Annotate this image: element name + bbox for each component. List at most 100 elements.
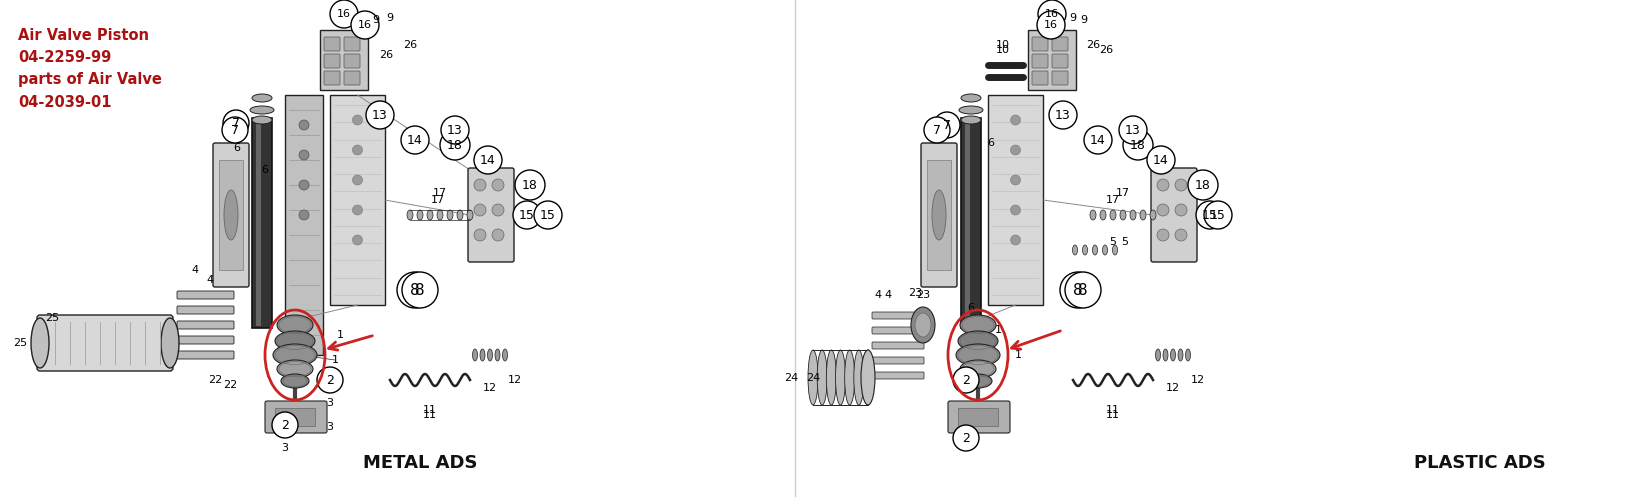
Circle shape: [934, 112, 960, 138]
Text: 5: 5: [1110, 237, 1117, 247]
Text: 9: 9: [372, 15, 379, 25]
Circle shape: [924, 117, 950, 143]
Circle shape: [1123, 130, 1153, 160]
Circle shape: [1038, 0, 1066, 28]
Text: 4: 4: [206, 275, 214, 285]
Circle shape: [954, 367, 978, 393]
Ellipse shape: [277, 360, 313, 378]
Ellipse shape: [827, 350, 837, 405]
Ellipse shape: [407, 210, 413, 220]
Ellipse shape: [1140, 210, 1146, 220]
Text: 16: 16: [1044, 20, 1057, 30]
Text: 18: 18: [1196, 178, 1211, 191]
Ellipse shape: [1186, 349, 1191, 361]
Text: 3: 3: [326, 422, 333, 432]
Text: 6: 6: [967, 303, 975, 313]
Text: 2: 2: [282, 418, 288, 431]
Text: 3: 3: [326, 398, 333, 408]
Ellipse shape: [488, 349, 492, 361]
Ellipse shape: [277, 315, 313, 335]
Text: 4: 4: [191, 265, 199, 275]
Ellipse shape: [959, 106, 983, 114]
Ellipse shape: [436, 210, 443, 220]
Circle shape: [1049, 101, 1077, 129]
Text: 6: 6: [262, 165, 268, 175]
Circle shape: [402, 272, 438, 308]
Text: 4: 4: [875, 290, 881, 300]
Circle shape: [1011, 235, 1021, 245]
FancyBboxPatch shape: [36, 315, 173, 371]
FancyBboxPatch shape: [927, 160, 950, 270]
Text: 17: 17: [1117, 188, 1130, 198]
Text: 9: 9: [1069, 13, 1077, 23]
Ellipse shape: [1163, 349, 1168, 361]
Text: 14: 14: [1153, 154, 1169, 166]
Ellipse shape: [496, 349, 501, 361]
Ellipse shape: [1171, 349, 1176, 361]
FancyBboxPatch shape: [324, 37, 339, 51]
Ellipse shape: [960, 94, 982, 102]
Text: 14: 14: [407, 134, 423, 147]
FancyBboxPatch shape: [988, 95, 1043, 305]
FancyBboxPatch shape: [176, 321, 234, 329]
FancyBboxPatch shape: [265, 401, 328, 433]
Ellipse shape: [1150, 210, 1156, 220]
Text: 2: 2: [962, 431, 970, 444]
Text: Air Valve Piston
04-2259-99
parts of Air Valve
04-2039-01: Air Valve Piston 04-2259-99 parts of Air…: [18, 28, 161, 110]
Text: 23: 23: [907, 288, 922, 298]
Text: 12: 12: [483, 383, 497, 393]
Circle shape: [954, 425, 978, 451]
Text: 7: 7: [232, 116, 240, 130]
Text: 17: 17: [1105, 195, 1120, 205]
Text: 6: 6: [988, 138, 995, 148]
Circle shape: [534, 201, 562, 229]
FancyBboxPatch shape: [176, 351, 234, 359]
Circle shape: [1038, 11, 1066, 39]
Ellipse shape: [845, 350, 855, 405]
Circle shape: [1156, 179, 1169, 191]
Ellipse shape: [817, 350, 827, 405]
Text: 15: 15: [1202, 209, 1217, 222]
Ellipse shape: [1092, 245, 1097, 255]
Text: 12: 12: [1166, 383, 1179, 393]
Text: 7: 7: [231, 123, 239, 137]
Circle shape: [474, 204, 486, 216]
Text: 8: 8: [410, 282, 420, 298]
FancyBboxPatch shape: [344, 71, 361, 85]
Text: 4: 4: [884, 290, 891, 300]
Ellipse shape: [960, 360, 996, 378]
Circle shape: [1174, 179, 1187, 191]
FancyBboxPatch shape: [1033, 71, 1047, 85]
FancyBboxPatch shape: [468, 168, 514, 262]
Ellipse shape: [1102, 245, 1107, 255]
Text: 13: 13: [446, 123, 463, 137]
Circle shape: [1174, 204, 1187, 216]
FancyBboxPatch shape: [285, 95, 323, 355]
Circle shape: [1196, 201, 1224, 229]
Circle shape: [352, 145, 362, 155]
Ellipse shape: [1090, 210, 1095, 220]
Circle shape: [1174, 229, 1187, 241]
Ellipse shape: [502, 349, 507, 361]
FancyBboxPatch shape: [252, 118, 272, 328]
Ellipse shape: [861, 350, 875, 405]
Text: 22: 22: [208, 375, 222, 385]
Circle shape: [329, 0, 357, 28]
Circle shape: [300, 120, 310, 130]
Ellipse shape: [863, 350, 873, 405]
Text: 25: 25: [44, 313, 59, 323]
Text: 26: 26: [379, 50, 394, 60]
FancyBboxPatch shape: [871, 342, 924, 349]
FancyBboxPatch shape: [324, 71, 339, 85]
Ellipse shape: [853, 350, 863, 405]
Ellipse shape: [417, 210, 423, 220]
Ellipse shape: [250, 106, 273, 114]
Text: 15: 15: [1211, 209, 1225, 222]
Circle shape: [222, 117, 249, 143]
FancyBboxPatch shape: [320, 30, 367, 90]
FancyBboxPatch shape: [960, 118, 982, 328]
Text: 11: 11: [423, 410, 436, 420]
Text: 18: 18: [522, 178, 539, 191]
Circle shape: [1187, 170, 1219, 200]
Text: 7: 7: [944, 118, 950, 132]
